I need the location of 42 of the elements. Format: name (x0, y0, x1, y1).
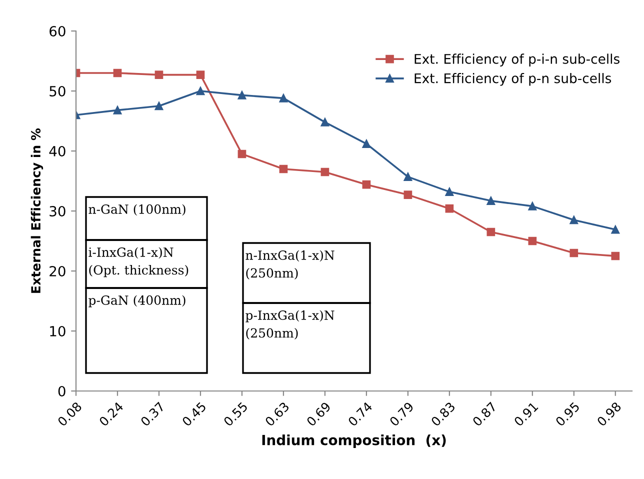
x-axis-title: Indium composition (x) (262, 434, 446, 448)
point (279, 164, 288, 174)
legend-label: Ext. Efficiency of p-n sub-cells (414, 73, 612, 86)
point (196, 86, 205, 96)
point (611, 225, 620, 234)
point (113, 68, 122, 78)
point (238, 91, 246, 100)
annotation: p-GaN (400nm) (88, 295, 186, 308)
annotation: p-InxGa(1-x)N (250nm) (246, 310, 334, 340)
point (570, 248, 578, 258)
y-axis-title: External Efficiency in % (30, 128, 44, 293)
y-tick-label: 60 (50, 26, 66, 36)
point (196, 70, 205, 79)
point (486, 196, 496, 205)
y-tick-label: 30 (50, 206, 66, 216)
y-tick-label: 0 (58, 386, 66, 396)
point (362, 180, 371, 189)
y-tick-label: 20 (50, 266, 66, 276)
point (154, 70, 164, 79)
point (404, 172, 412, 181)
point (404, 190, 412, 199)
annotation: n-InxGa(1-x)N (250nm) (246, 250, 334, 280)
legend-label: Ext. Efficiency of p-i-n sub-cells (414, 54, 620, 66)
point (445, 188, 454, 196)
y-tick-label: 40 (49, 146, 66, 156)
point (528, 236, 537, 246)
point (570, 216, 578, 224)
y-tick-label: 50 (50, 86, 66, 96)
point (611, 252, 620, 260)
annotation: n-GaN (100nm) (88, 204, 186, 216)
point (528, 202, 537, 210)
point (279, 94, 288, 102)
point (320, 168, 330, 176)
point (113, 106, 122, 114)
y-tick-label: 10 (50, 326, 66, 336)
point (362, 140, 371, 148)
point (445, 204, 454, 213)
point (238, 150, 246, 158)
point (320, 118, 330, 126)
annotation: i-InxGa(1-x)N (Opt. thickness) (88, 247, 188, 278)
point (154, 102, 164, 110)
point (486, 228, 496, 236)
